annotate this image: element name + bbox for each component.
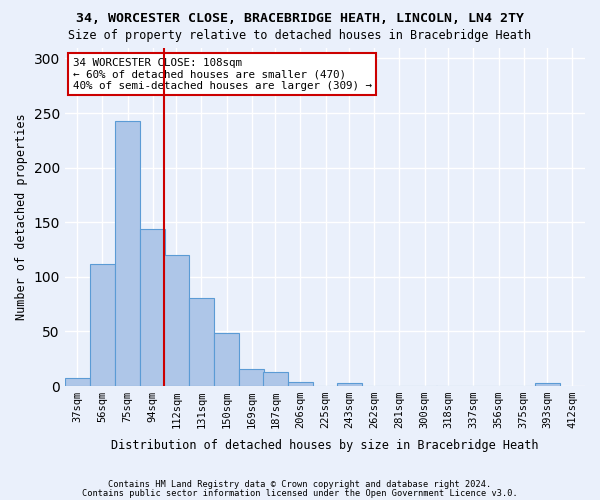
Bar bbox=[214, 332, 239, 386]
Bar bbox=[115, 120, 140, 386]
Text: Size of property relative to detached houses in Bracebridge Heath: Size of property relative to detached ho… bbox=[68, 29, 532, 42]
Bar bbox=[90, 264, 115, 386]
Text: Contains HM Land Registry data © Crown copyright and database right 2024.: Contains HM Land Registry data © Crown c… bbox=[109, 480, 491, 489]
Bar bbox=[288, 382, 313, 386]
Bar bbox=[164, 255, 188, 386]
Bar bbox=[239, 368, 264, 386]
X-axis label: Distribution of detached houses by size in Bracebridge Heath: Distribution of detached houses by size … bbox=[111, 440, 539, 452]
Text: Contains public sector information licensed under the Open Government Licence v3: Contains public sector information licen… bbox=[82, 490, 518, 498]
Bar bbox=[337, 383, 362, 386]
Y-axis label: Number of detached properties: Number of detached properties bbox=[15, 114, 28, 320]
Text: 34, WORCESTER CLOSE, BRACEBRIDGE HEATH, LINCOLN, LN4 2TY: 34, WORCESTER CLOSE, BRACEBRIDGE HEATH, … bbox=[76, 12, 524, 26]
Text: 34 WORCESTER CLOSE: 108sqm
← 60% of detached houses are smaller (470)
40% of sem: 34 WORCESTER CLOSE: 108sqm ← 60% of deta… bbox=[73, 58, 371, 91]
Bar bbox=[263, 372, 287, 386]
Bar bbox=[140, 229, 165, 386]
Bar bbox=[189, 298, 214, 386]
Bar bbox=[535, 383, 560, 386]
Bar bbox=[65, 378, 89, 386]
